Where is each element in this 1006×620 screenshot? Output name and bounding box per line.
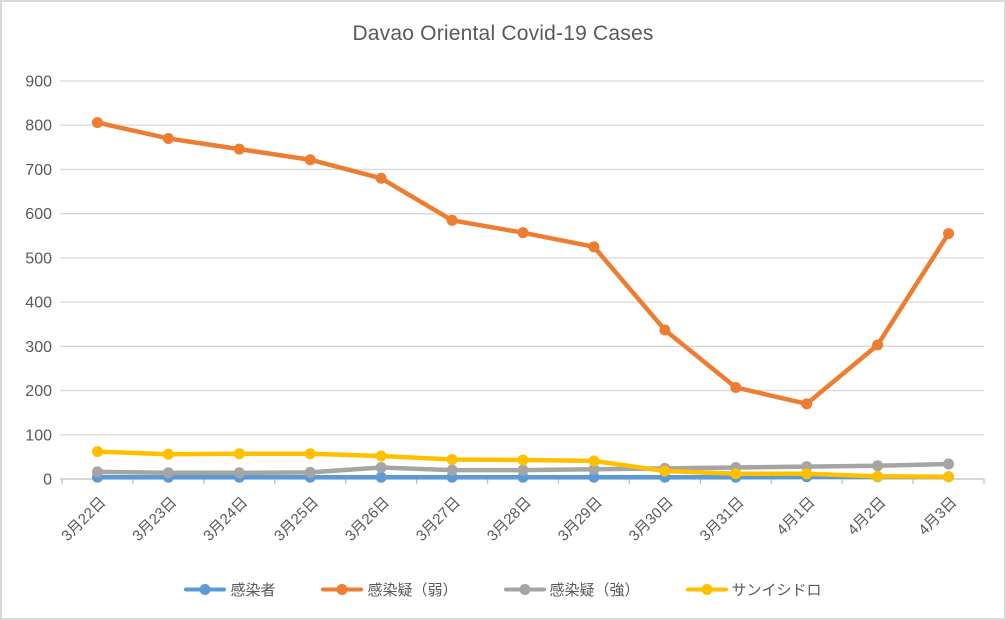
data-point-marker: [588, 241, 600, 253]
data-point-marker: [730, 381, 742, 393]
data-point-marker: [659, 465, 671, 477]
series-marker-icon: [321, 584, 364, 595]
legend-item: 感染者: [184, 579, 275, 600]
data-point-marker: [943, 458, 955, 470]
legend: 感染者 感染疑（弱） 感染疑（強） サンイシドロ: [2, 579, 1004, 600]
y-axis-tick-label: 700: [25, 162, 52, 179]
data-point-marker: [304, 466, 316, 478]
data-point-marker: [91, 466, 103, 478]
data-point-marker: [233, 467, 245, 479]
data-point-marker: [517, 227, 529, 239]
data-point-marker: [446, 464, 458, 476]
data-point-marker: [730, 468, 742, 480]
y-axis-tick-label: 500: [25, 250, 52, 267]
x-axis-tick-label: 4月1日: [773, 494, 818, 539]
data-point-marker: [517, 454, 529, 466]
data-point-marker: [91, 446, 103, 458]
data-point-marker: [872, 339, 884, 351]
x-axis-tick-label: 3月27日: [413, 494, 464, 545]
data-point-marker: [446, 454, 458, 466]
data-point-marker: [304, 154, 316, 166]
legend-label: サンイシドロ: [731, 582, 822, 599]
y-axis-tick-label: 300: [25, 339, 52, 356]
x-axis-tick-label: 3月31日: [697, 494, 748, 545]
data-point-marker: [588, 471, 600, 483]
data-point-marker: [233, 143, 245, 155]
data-point-marker: [446, 214, 458, 226]
data-point-marker: [375, 172, 387, 184]
y-axis-tick-label: 800: [25, 118, 52, 135]
legend-item: 感染疑（強）: [503, 579, 640, 600]
series-marker-icon: [184, 584, 227, 595]
series-marker-icon: [503, 584, 546, 595]
data-point-marker: [872, 470, 884, 482]
legend-label: 感染疑（強）: [549, 582, 640, 599]
legend-label: 感染者: [230, 582, 276, 599]
x-axis-tick-label: 3月26日: [342, 494, 393, 545]
series-marker-icon: [685, 584, 728, 595]
legend-item: サンイシドロ: [685, 579, 822, 600]
y-axis-tick-label: 600: [25, 206, 52, 223]
data-point-marker: [375, 471, 387, 483]
y-axis-tick-label: 0: [43, 472, 52, 489]
data-point-marker: [162, 467, 174, 479]
data-point-marker: [588, 463, 600, 475]
data-point-marker: [517, 464, 529, 476]
data-point-marker: [943, 228, 955, 240]
y-axis-tick-label: 100: [25, 427, 52, 444]
x-axis-tick-label: 3月29日: [555, 494, 606, 545]
data-point-marker: [162, 132, 174, 144]
data-point-marker: [162, 448, 174, 460]
y-axis-tick-label: 400: [25, 295, 52, 312]
data-point-marker: [872, 460, 884, 472]
x-axis-tick-label: 3月23日: [129, 494, 180, 545]
data-point-marker: [659, 324, 671, 336]
x-axis-tick-label: 4月3日: [915, 494, 960, 539]
data-point-marker: [588, 455, 600, 467]
data-point-marker: [233, 448, 245, 460]
data-point-marker: [304, 448, 316, 460]
data-point-marker: [801, 398, 813, 410]
data-point-marker: [91, 117, 103, 129]
chart-title: Davao Oriental Covid-19 Cases: [352, 22, 654, 45]
series-line: [95, 120, 951, 407]
x-axis-tick-label: 4月2日: [844, 494, 889, 539]
x-axis-tick-label: 3月30日: [626, 494, 677, 545]
legend-item: 感染疑（弱）: [321, 579, 458, 600]
data-point-marker: [801, 468, 813, 480]
data-point-marker: [375, 450, 387, 462]
data-point-marker: [943, 471, 955, 483]
y-axis-tick-label: 200: [25, 383, 52, 400]
x-axis-tick-label: 3月24日: [200, 494, 251, 545]
x-axis-tick-label: 3月28日: [484, 494, 535, 545]
y-axis-tick-label: 900: [25, 74, 52, 91]
x-axis-tick-label: 3月25日: [271, 494, 322, 545]
x-axis-tick-label: 3月22日: [58, 494, 109, 545]
data-point-marker: [375, 462, 387, 474]
legend-label: 感染疑（弱）: [367, 582, 458, 599]
